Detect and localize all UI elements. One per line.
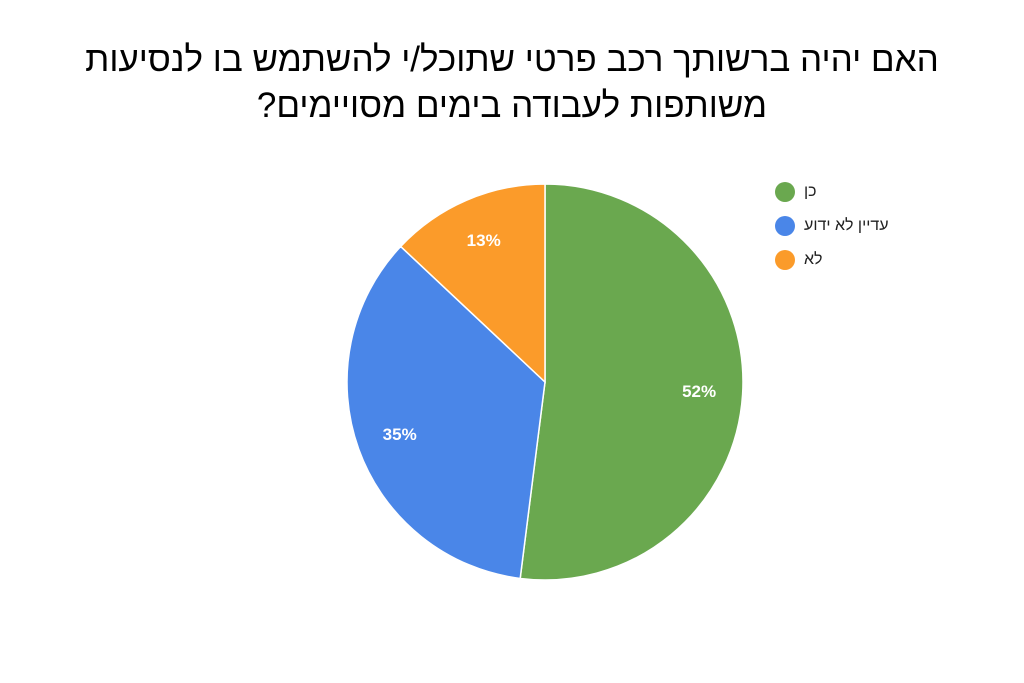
chart-title: האם יהיה ברשותך רכב פרטי שתוכל/י להשתמש … <box>85 40 939 125</box>
legend-dot-no <box>775 250 795 270</box>
slice-label-no: 13% <box>467 231 501 250</box>
pie-slice-unknown[interactable] <box>346 245 546 580</box>
legend-dot-yes <box>775 182 795 202</box>
chart-legend: כן עדיין לא ידוע לא <box>775 175 889 277</box>
legend-label-unknown: עדיין לא ידוע <box>804 217 889 234</box>
legend-dot-unknown <box>775 216 795 236</box>
legend-item-yes[interactable]: כן <box>775 175 889 209</box>
legend-item-unknown[interactable]: עדיין לא ידוע <box>775 209 889 243</box>
slice-label-yes: 52% <box>682 382 716 401</box>
slice-label-unknown: 35% <box>383 425 417 444</box>
legend-item-no[interactable]: לא <box>775 243 889 277</box>
legend-label-no: לא <box>804 251 823 268</box>
pie-slice-yes[interactable] <box>519 183 744 581</box>
legend-label-yes: כן <box>804 183 817 200</box>
pie-slice-no[interactable] <box>399 183 546 384</box>
